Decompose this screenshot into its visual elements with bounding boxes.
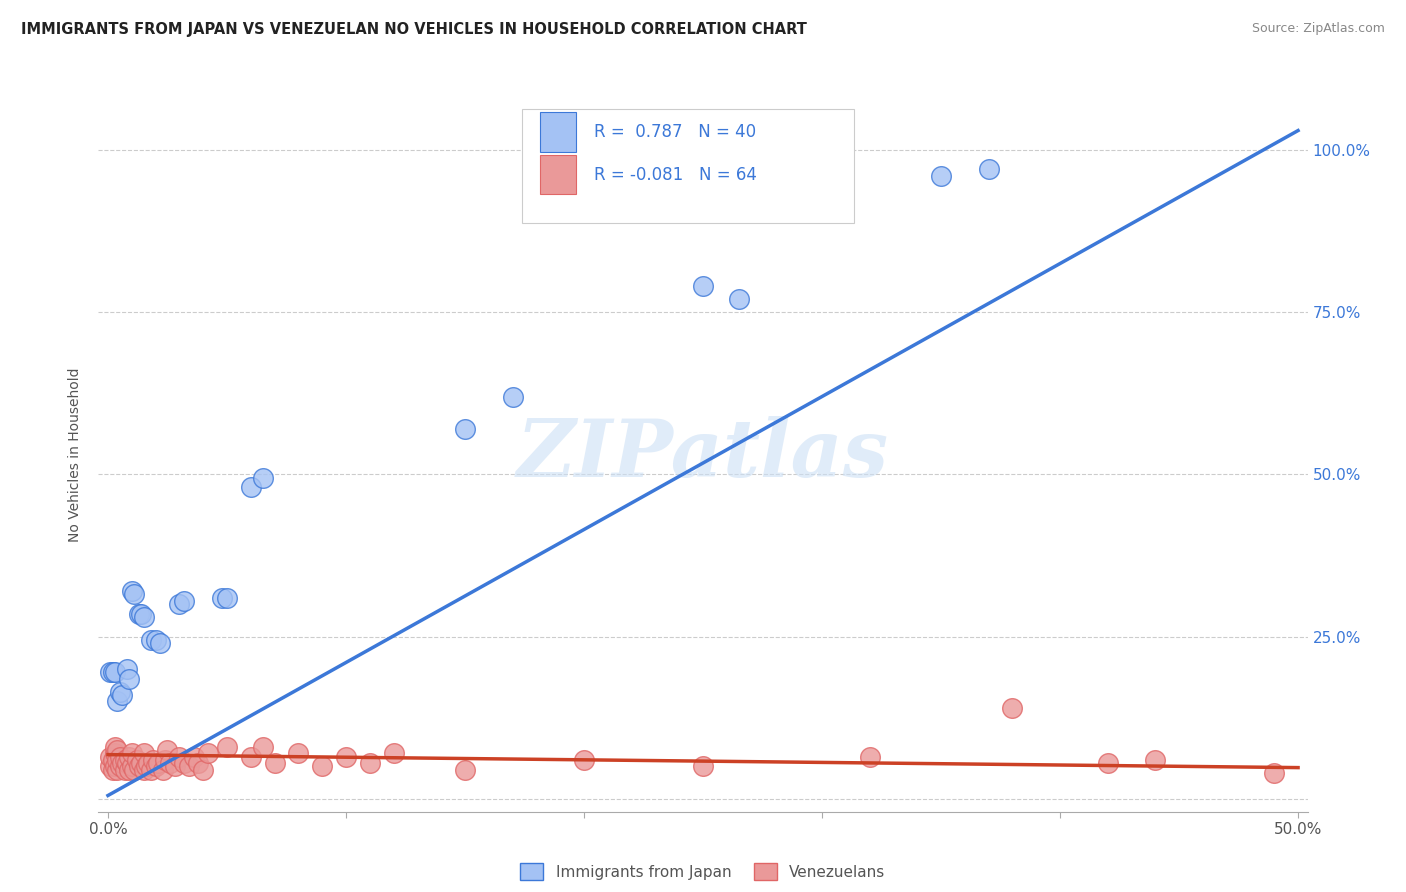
Point bbox=[129, 607, 152, 621]
Point bbox=[142, 753, 165, 767]
Point bbox=[215, 591, 238, 605]
Legend: Immigrants from Japan, Venezuelans: Immigrants from Japan, Venezuelans bbox=[515, 857, 891, 886]
Point bbox=[128, 759, 150, 773]
Point bbox=[135, 759, 157, 773]
Point bbox=[139, 632, 162, 647]
Point bbox=[108, 749, 131, 764]
Point bbox=[239, 749, 262, 764]
Text: Source: ZipAtlas.com: Source: ZipAtlas.com bbox=[1251, 22, 1385, 36]
Point bbox=[104, 747, 127, 761]
Point bbox=[239, 480, 262, 494]
Point bbox=[1144, 753, 1167, 767]
Point bbox=[125, 753, 148, 767]
Point bbox=[859, 749, 882, 764]
Point bbox=[128, 607, 150, 621]
Point bbox=[107, 753, 129, 767]
Point bbox=[122, 763, 145, 777]
Point bbox=[727, 292, 749, 306]
Point bbox=[146, 756, 169, 770]
Point bbox=[101, 665, 124, 680]
Point bbox=[252, 470, 274, 484]
Point bbox=[149, 636, 172, 650]
Point bbox=[692, 759, 714, 773]
Point bbox=[121, 747, 143, 761]
Point bbox=[107, 743, 129, 757]
Point bbox=[454, 763, 477, 777]
Point bbox=[114, 753, 136, 767]
Point bbox=[101, 763, 124, 777]
Point bbox=[977, 162, 1000, 177]
Point bbox=[121, 759, 143, 773]
Text: R =  0.787   N = 40: R = 0.787 N = 40 bbox=[595, 123, 756, 141]
Point bbox=[108, 684, 131, 698]
Point bbox=[191, 763, 214, 777]
Point bbox=[382, 747, 405, 761]
FancyBboxPatch shape bbox=[540, 155, 576, 194]
Point bbox=[152, 763, 174, 777]
Point bbox=[107, 763, 129, 777]
Point bbox=[177, 759, 200, 773]
Point bbox=[173, 594, 195, 608]
Point bbox=[572, 753, 595, 767]
Point bbox=[169, 749, 191, 764]
Y-axis label: No Vehicles in Household: No Vehicles in Household bbox=[69, 368, 83, 542]
Point bbox=[104, 665, 127, 680]
Point bbox=[132, 763, 155, 777]
Point bbox=[118, 672, 141, 686]
Point bbox=[98, 665, 121, 680]
Point bbox=[692, 279, 714, 293]
Point bbox=[159, 756, 181, 770]
Point bbox=[114, 763, 136, 777]
Point bbox=[118, 763, 141, 777]
FancyBboxPatch shape bbox=[540, 112, 576, 152]
Point bbox=[187, 756, 209, 770]
Point bbox=[101, 753, 124, 767]
Point bbox=[929, 169, 952, 183]
Point bbox=[132, 610, 155, 624]
Point bbox=[252, 739, 274, 754]
Point bbox=[132, 747, 155, 761]
Point bbox=[108, 759, 131, 773]
Text: R = -0.081   N = 64: R = -0.081 N = 64 bbox=[595, 166, 756, 184]
Point bbox=[153, 753, 176, 767]
Text: ZIPatlas: ZIPatlas bbox=[517, 417, 889, 493]
Point bbox=[215, 739, 238, 754]
Point bbox=[169, 597, 191, 611]
Point bbox=[163, 759, 186, 773]
Point bbox=[173, 756, 195, 770]
Point bbox=[454, 422, 477, 436]
Text: IMMIGRANTS FROM JAPAN VS VENEZUELAN NO VEHICLES IN HOUSEHOLD CORRELATION CHART: IMMIGRANTS FROM JAPAN VS VENEZUELAN NO V… bbox=[21, 22, 807, 37]
Point bbox=[183, 749, 205, 764]
Point bbox=[115, 756, 138, 770]
Point bbox=[139, 763, 162, 777]
Point bbox=[145, 632, 167, 647]
Point bbox=[211, 591, 233, 605]
Point bbox=[118, 749, 141, 764]
Point bbox=[107, 694, 129, 708]
Point bbox=[121, 584, 143, 599]
Point bbox=[138, 756, 160, 770]
Point bbox=[263, 756, 285, 770]
Point bbox=[111, 688, 134, 702]
Point bbox=[98, 749, 121, 764]
Point bbox=[1263, 765, 1285, 780]
Point bbox=[145, 759, 167, 773]
Point bbox=[287, 747, 309, 761]
Point bbox=[335, 749, 357, 764]
Point bbox=[115, 662, 138, 676]
Point bbox=[1097, 756, 1119, 770]
Point bbox=[502, 390, 524, 404]
Point bbox=[111, 756, 134, 770]
Point bbox=[104, 759, 127, 773]
Point bbox=[156, 743, 179, 757]
Point bbox=[129, 756, 152, 770]
Point bbox=[104, 739, 127, 754]
Point bbox=[98, 759, 121, 773]
Point bbox=[359, 756, 381, 770]
FancyBboxPatch shape bbox=[522, 109, 855, 223]
Point bbox=[311, 759, 333, 773]
Point bbox=[197, 747, 219, 761]
Point bbox=[122, 587, 145, 601]
Point bbox=[1001, 701, 1024, 715]
